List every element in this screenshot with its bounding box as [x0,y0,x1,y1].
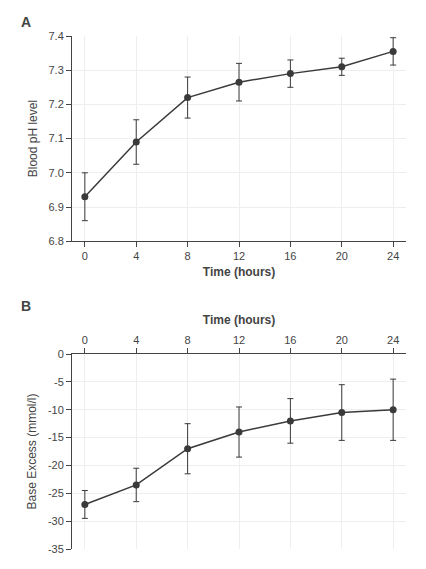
svg-text:Blood pH level: Blood pH level [26,100,40,177]
svg-text:-35: -35 [48,543,64,555]
svg-text:7.3: 7.3 [49,64,64,76]
svg-text:-15: -15 [48,431,64,443]
svg-text:7.1: 7.1 [49,132,64,144]
svg-text:6.9: 6.9 [49,201,64,213]
svg-text:-20: -20 [48,459,64,471]
svg-text:16: 16 [284,334,296,346]
svg-text:20: 20 [336,250,348,262]
svg-text:-5: -5 [54,376,64,388]
svg-text:7.4: 7.4 [49,30,64,42]
svg-text:4: 4 [133,250,139,262]
svg-text:0: 0 [58,348,64,360]
svg-text:-25: -25 [48,487,64,499]
svg-text:6.8: 6.8 [49,235,64,247]
svg-text:24: 24 [387,250,399,262]
svg-text:B: B [21,298,31,314]
svg-text:24: 24 [387,334,399,346]
svg-text:7.2: 7.2 [49,98,64,110]
svg-text:4: 4 [133,334,139,346]
svg-text:20: 20 [336,334,348,346]
svg-text:A: A [21,14,31,30]
svg-text:8: 8 [185,250,191,262]
svg-text:Time (hours): Time (hours) [203,265,275,279]
svg-text:8: 8 [185,334,191,346]
svg-text:7.0: 7.0 [49,167,64,179]
svg-text:0: 0 [82,334,88,346]
svg-text:Base Excess (mmol/l): Base Excess (mmol/l) [25,394,39,510]
svg-text:-30: -30 [48,515,64,527]
svg-text:12: 12 [233,334,245,346]
svg-text:Time (hours): Time (hours) [203,313,275,327]
svg-text:12: 12 [233,250,245,262]
svg-text:0: 0 [82,250,88,262]
svg-text:-10: -10 [48,404,64,416]
svg-text:16: 16 [284,250,296,262]
